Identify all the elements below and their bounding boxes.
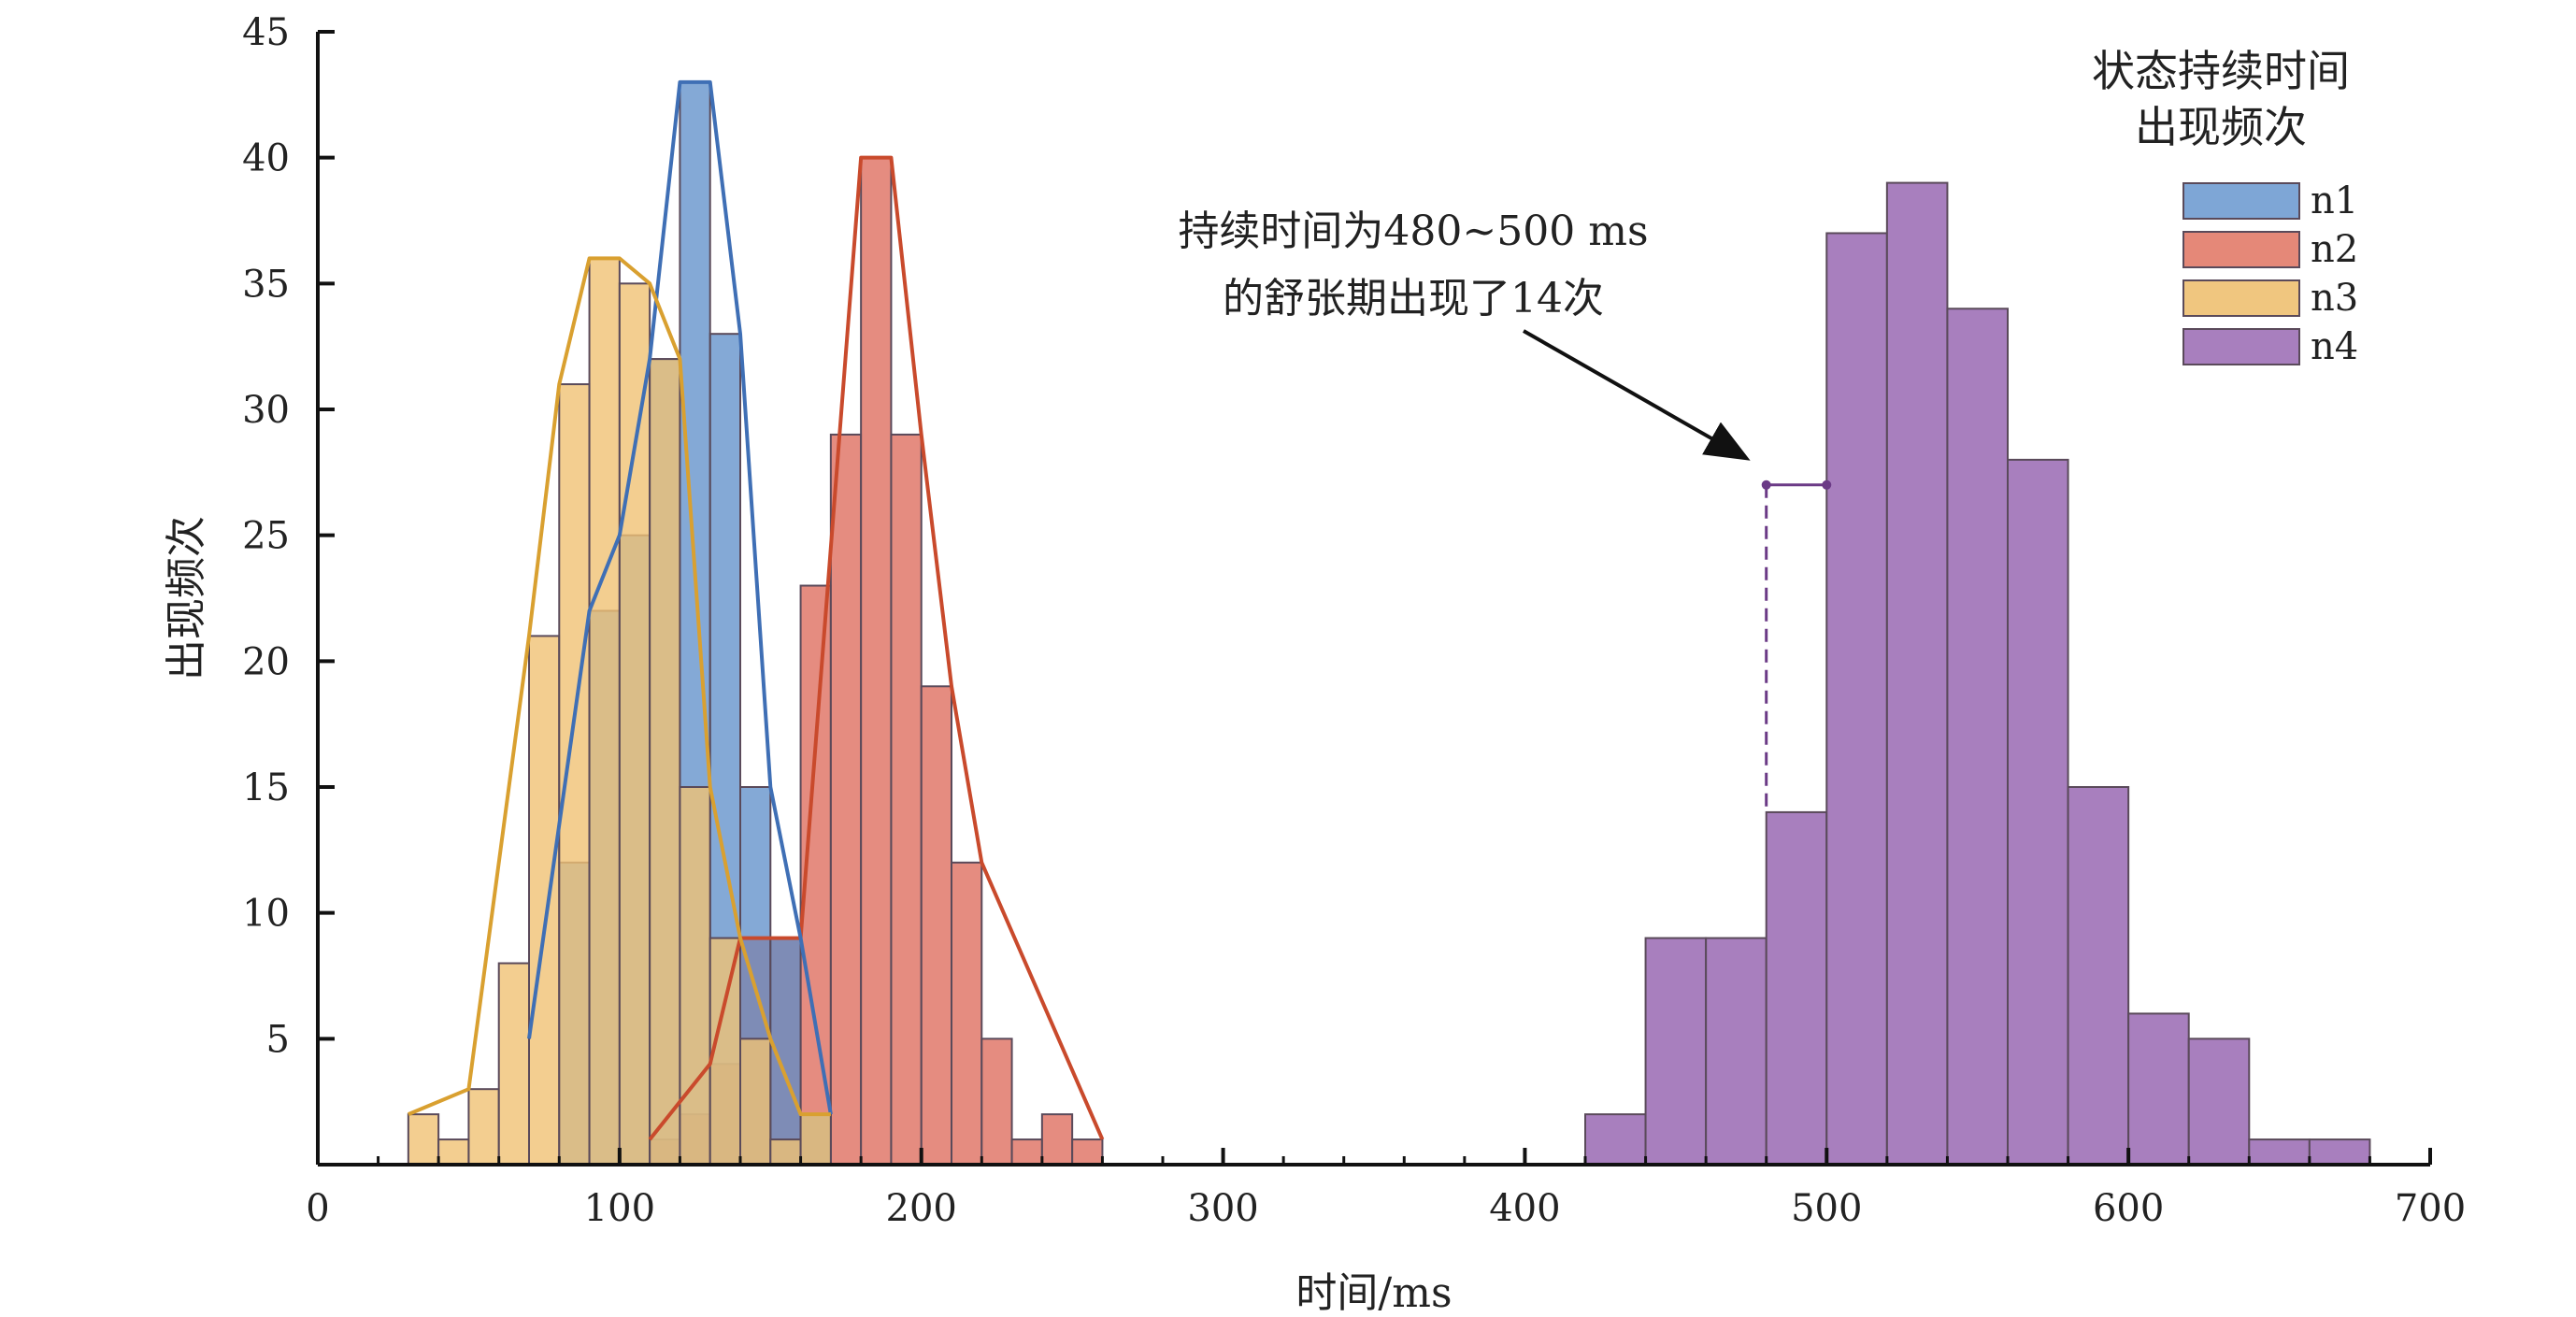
bar-n2-7	[860, 156, 893, 1167]
y-tick-label: 15	[242, 766, 290, 809]
legend-title-line1: 状态持续时间	[2092, 46, 2350, 96]
legend-swatch-n4	[2182, 328, 2300, 365]
axes: 0 100 200 300 400 500 600 700 5 10 15 20 25 30 35 40 45 时…	[163, 11, 2466, 1317]
bar-n3-11	[739, 1038, 772, 1167]
x-tick-label: 0	[306, 1187, 329, 1230]
bar-n2-13	[1040, 1113, 1074, 1166]
y-tick-label: 45	[242, 11, 290, 54]
y-tick-label: 40	[242, 137, 290, 180]
y-tick-label: 35	[242, 263, 290, 306]
bar-n3-1	[437, 1138, 470, 1166]
annotation-range-end	[1822, 480, 1832, 490]
bar-n2-6	[829, 433, 863, 1166]
legend-label-n2: n2	[2311, 228, 2358, 271]
bar-n3-0	[407, 1113, 440, 1166]
y-tick-label: 10	[242, 893, 290, 936]
polygon-line-n3	[408, 256, 831, 1117]
x-axis-title: 时间/ms	[1295, 1269, 1452, 1317]
bar-n3-5	[558, 383, 591, 1167]
bar-n3-7	[618, 282, 651, 1167]
polygon-line-n2	[648, 155, 1105, 1141]
annotation-line2: 的舒张期出现了14次	[1223, 275, 1604, 322]
bar-n4-11	[2248, 1138, 2311, 1166]
legend-label-n3: n3	[2311, 277, 2358, 320]
bar-n2-9	[920, 685, 953, 1166]
bar-n4-6	[1946, 308, 2009, 1166]
bar-n4-1	[1644, 937, 1708, 1166]
bar-n3-12	[769, 1138, 802, 1166]
y-tick-label: 20	[242, 640, 290, 683]
annotation-line1: 持续时间为480~500 ms	[1178, 208, 1648, 255]
bar-n2-8	[890, 433, 923, 1166]
bar-n4-2	[1705, 937, 1767, 1166]
bar-n3-9	[679, 786, 711, 1166]
legend-title-line2: 出现频次	[2135, 102, 2307, 152]
bar-n3-6	[588, 257, 621, 1166]
bar-n2-12	[1010, 1138, 1043, 1166]
bar-n2-14	[1071, 1138, 1104, 1166]
bar-n4-9	[2127, 1012, 2190, 1167]
annotation-arrow	[1523, 329, 1751, 461]
bar-n4-8	[2067, 786, 2130, 1166]
y-tick-label: 25	[242, 515, 290, 558]
bar-n3-2	[467, 1088, 500, 1166]
x-tick-label: 600	[2093, 1187, 2164, 1230]
legend-swatch-n1	[2182, 182, 2300, 220]
bar-n4-5	[1885, 181, 1949, 1167]
bar-n4-3	[1765, 810, 1828, 1167]
y-tick-label: 30	[242, 389, 290, 432]
legend-label-n4: n4	[2311, 325, 2358, 368]
x-tick-label: 500	[1791, 1187, 1862, 1230]
legend-swatch-n2	[2182, 231, 2300, 268]
bars-layer	[407, 80, 2371, 1167]
x-tick-label: 200	[886, 1187, 957, 1230]
bar-n4-12	[2308, 1138, 2371, 1166]
bar-n4-7	[2007, 458, 2069, 1167]
bar-n3-13	[799, 1113, 832, 1166]
bar-n3-3	[497, 962, 531, 1166]
bar-n2-11	[980, 1038, 1013, 1167]
bar-n3-8	[649, 358, 681, 1166]
y-axis-title: 出现频次	[163, 516, 210, 680]
annotation: 持续时间为480~500 ms 的舒张期出现了14次	[1178, 208, 1832, 812]
bar-n4-4	[1825, 232, 1888, 1166]
bar-n3-10	[708, 937, 742, 1166]
legend-swatch-n3	[2182, 279, 2300, 317]
bar-n4-10	[2187, 1038, 2251, 1167]
y-tick-label: 5	[266, 1018, 290, 1061]
x-tick-label: 300	[1187, 1187, 1258, 1230]
x-tick-label: 700	[2395, 1187, 2466, 1230]
polygon-line-n1	[527, 79, 833, 1115]
x-tick-label: 400	[1489, 1187, 1560, 1230]
bar-n4-0	[1584, 1113, 1647, 1166]
bar-n2-10	[951, 861, 983, 1166]
x-tick-label: 100	[584, 1187, 655, 1230]
bar-n3-4	[528, 635, 561, 1166]
legend-label-n1: n1	[2311, 179, 2358, 222]
polygon-layer	[408, 79, 1105, 1141]
